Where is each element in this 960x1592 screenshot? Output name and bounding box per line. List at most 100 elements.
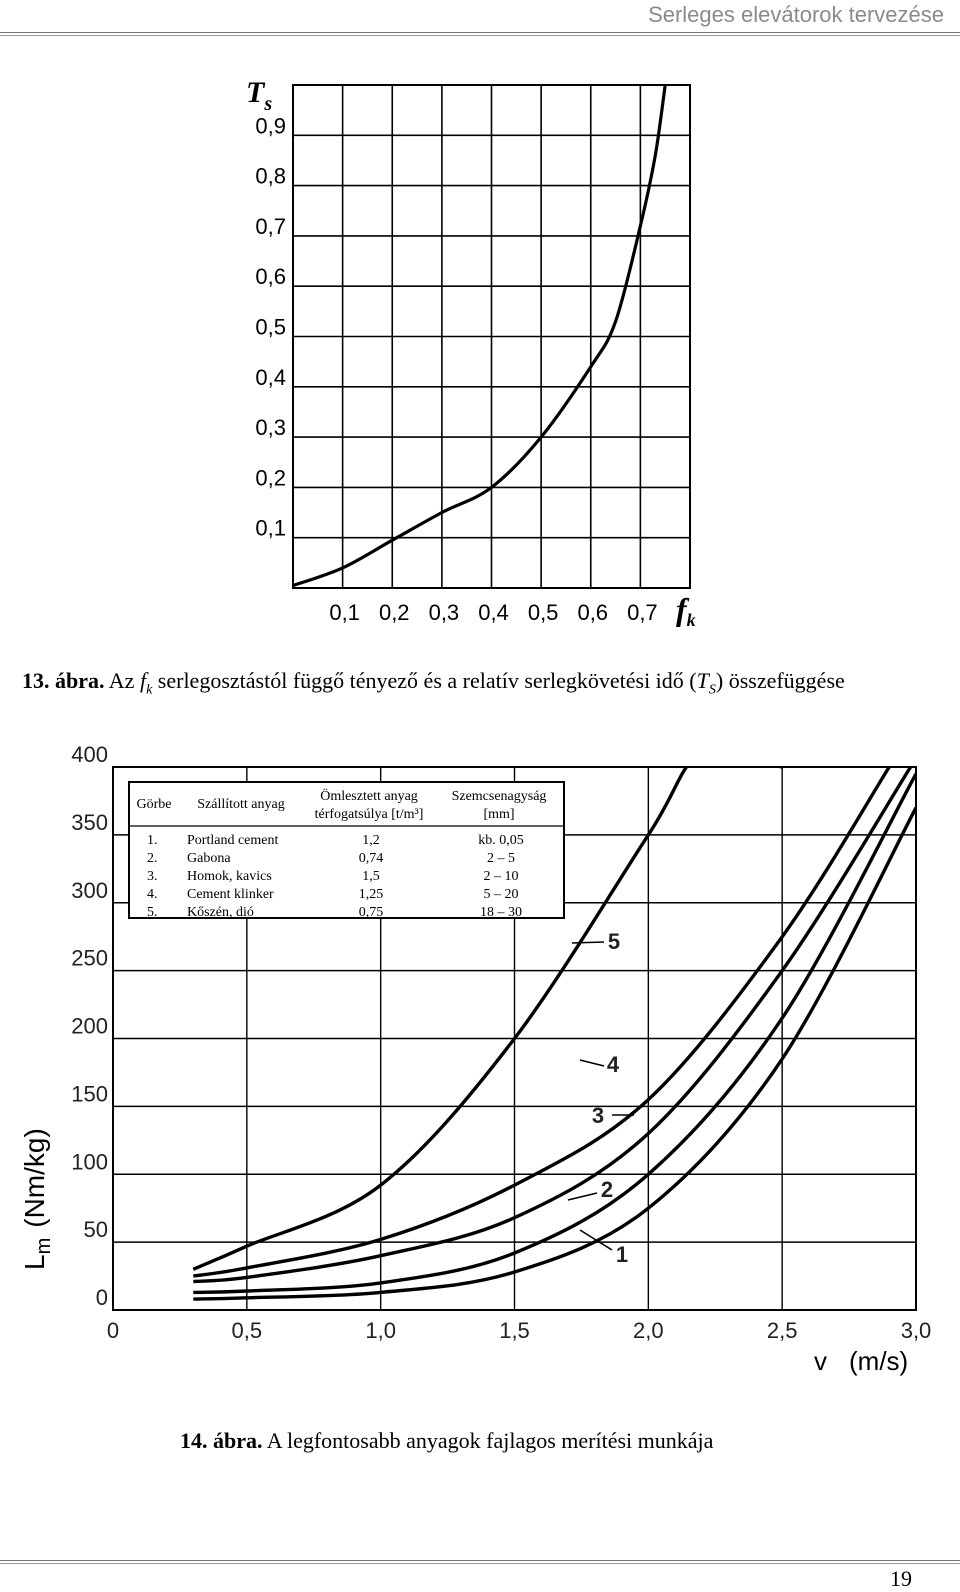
figure14-caption-label: 14. ábra. — [180, 1428, 263, 1453]
chart14-y-axis-label: Lm(Nm/kg) — [19, 1128, 55, 1270]
chart14-table-cell: Portland cement — [187, 833, 278, 848]
chart14-x-axis-label: v (m/s) — [814, 1346, 908, 1376]
chart14-table-cell: Kőszén, dió — [187, 905, 254, 920]
chart13-x-tick-label: 0,5 — [528, 600, 559, 625]
chart13-y-tick-label: 0,3 — [255, 415, 286, 440]
chart14-table-cell: 1,25 — [359, 887, 384, 902]
chart13-y-tick-label: 0,4 — [255, 365, 286, 390]
chart14-table-cell: Homok, kavics — [187, 869, 272, 884]
chart14-y-tick-label: 250 — [71, 946, 108, 971]
chart14-y-tick-label: 300 — [71, 878, 108, 903]
figure13-caption-label: 13. ábra. — [22, 668, 105, 693]
chart14-table-frame — [128, 781, 565, 919]
chart14-curve-label-2: 2 — [601, 1177, 613, 1202]
chart14-curve-label-leader-5 — [571, 941, 605, 944]
chart14-table-header-cell: Ömlesztett anyag — [320, 787, 418, 804]
chart14-curve-1 — [193, 806, 916, 1301]
chart13-y-tick-label: 0,6 — [255, 264, 286, 289]
chart14-x-tick-label: 1,5 — [499, 1318, 530, 1343]
header-rule-double — [0, 35, 960, 36]
chart14-table-cell: 4. — [147, 887, 158, 902]
chart14-curve-label-3: 3 — [592, 1103, 604, 1128]
header-rule — [0, 32, 960, 33]
chart14-table-cell: 0,74 — [359, 851, 384, 866]
chart14-table-header-cell: [mm] — [483, 807, 514, 822]
chart13-y-axis-label: Ts — [246, 76, 272, 115]
chart13-x-tick-label: 0,1 — [329, 600, 360, 625]
chart14-table-header-cell: térfogatsúlya [t/m³] — [315, 807, 424, 822]
figure13-caption-ts-sub: S — [708, 682, 716, 698]
chart14-x-tick-label: 3,0 — [901, 1318, 932, 1343]
chart14-curve-3 — [193, 767, 913, 1284]
chart14-x-tick-label: 2,5 — [767, 1318, 798, 1343]
chart13-y-tick-label: 0,2 — [255, 465, 286, 490]
chart14-curve-label-5: 5 — [608, 929, 620, 954]
chart13-x-axis-label: fk — [676, 591, 696, 630]
chart13-x-tick-label: 0,6 — [577, 600, 608, 625]
chart13-y-tick-label: 0,5 — [255, 315, 286, 340]
chart14-table-cell: 18 – 30 — [480, 905, 522, 920]
figure13-caption-symbol-sub: k — [146, 682, 153, 698]
page-number: 19 — [890, 1566, 912, 1591]
chart14-x-tick-label: 2,0 — [633, 1318, 664, 1343]
chart13-curve — [293, 85, 667, 588]
figure13-caption-ts-symbol: T — [696, 668, 709, 693]
chart14-curve-label-leader-1 — [579, 1229, 613, 1251]
chart13-y-tick-label: 0,7 — [255, 214, 286, 239]
chart14-y-tick-label: 0 — [96, 1285, 108, 1310]
chart13-x-tick-label: 0,3 — [429, 600, 460, 625]
chart14-table-cell: 2 – 5 — [487, 851, 515, 866]
chart14-curve-4 — [193, 767, 891, 1278]
chart14-y-tick-label: 350 — [71, 810, 108, 835]
figure13-caption-text-before: Az — [108, 668, 135, 693]
chart14-table-header-cell: Görbe — [137, 797, 172, 812]
chart14-y-tick-label: 200 — [71, 1014, 108, 1039]
chart13-x-tick-label: 0,2 — [379, 600, 410, 625]
figure14-caption: 14. ábra. A legfontosabb anyagok fajlago… — [180, 1428, 713, 1454]
chart14-x-tick-label: 1,0 — [365, 1318, 396, 1343]
chart14-table-header-cell: Szállított anyag — [197, 797, 284, 812]
chart14-table-cell: 0,75 — [359, 905, 384, 920]
chart13-y-tick-label: 0,9 — [255, 113, 286, 138]
figure13-caption: 13. ábra. Az fk serlegosztástól függő té… — [22, 668, 845, 698]
chart-lm-v: 0 0,5 1,0 1,5 2,0 2,5 3,0050100150200250300350… — [19, 742, 932, 1376]
figure14-caption-text: A legfontosabb anyagok fajlagos merítési… — [266, 1428, 714, 1453]
chart13-y-tick-label: 0,8 — [255, 164, 286, 189]
chart14-table-cell: Gabona — [187, 851, 231, 866]
chart14-table-cell: 2 – 10 — [484, 869, 519, 884]
chart13-frame — [292, 84, 691, 589]
figure13-caption-symbol: f — [139, 668, 147, 693]
chart14-table-cell: Cement klinker — [187, 887, 274, 902]
chart14-x-tick-label: 0,5 — [232, 1318, 263, 1343]
footer-rule — [0, 1560, 960, 1561]
chart13-y-tick-label: 0,1 — [255, 516, 286, 541]
chart14-y-tick-label: 50 — [84, 1217, 108, 1242]
chart14-table-cell: kb. 0,05 — [478, 833, 524, 848]
figure13-caption-text-after: ) összefüggése — [715, 668, 845, 693]
chart14-curve-label-1: 1 — [616, 1242, 628, 1267]
chart-ts-fk: 0,1 0,2 0,3 0,4 0,5 0,6 0,7 0,1 0,2 0,3 0,4 0,5 0,6 0… — [246, 76, 696, 630]
chart14-curve-label-leader-2 — [567, 1192, 598, 1201]
chart14-y-tick-label: 100 — [71, 1149, 108, 1174]
chart14-table-cell: 5. — [147, 905, 158, 920]
figure13-caption-text-middle: serlegosztástól függő tényező és a relat… — [157, 668, 697, 693]
footer-rule-double — [0, 1563, 960, 1564]
chart14-frame — [112, 766, 917, 1311]
chart14-y-tick-label: 400 — [71, 742, 108, 767]
chart13-x-tick-label: 0,7 — [627, 600, 658, 625]
chart14-curve-label-4: 4 — [607, 1052, 620, 1077]
chart14-curve-label-leader-4 — [579, 1059, 605, 1067]
chart13-x-tick-label: 0,4 — [478, 600, 509, 625]
chart14-table-cell: 3. — [147, 869, 158, 884]
chart14-table-cell: 1,2 — [362, 833, 380, 848]
chart14-table-cell: 1,5 — [362, 869, 380, 884]
chart14-table-cell: 2. — [147, 851, 158, 866]
chart14-x-tick-label: 0 — [107, 1318, 119, 1343]
chart14-table-cell: 1. — [147, 833, 158, 848]
running-header: Serleges elevátorok tervezése — [648, 2, 944, 27]
chart14-table-cell: 5 – 20 — [484, 887, 519, 902]
chart14-curve-2 — [193, 772, 916, 1295]
chart14-table-header-cell: Szemcsenagyság — [452, 789, 547, 804]
chart14-y-tick-label: 150 — [71, 1081, 108, 1106]
chart14-curve-5 — [192, 767, 783, 1271]
